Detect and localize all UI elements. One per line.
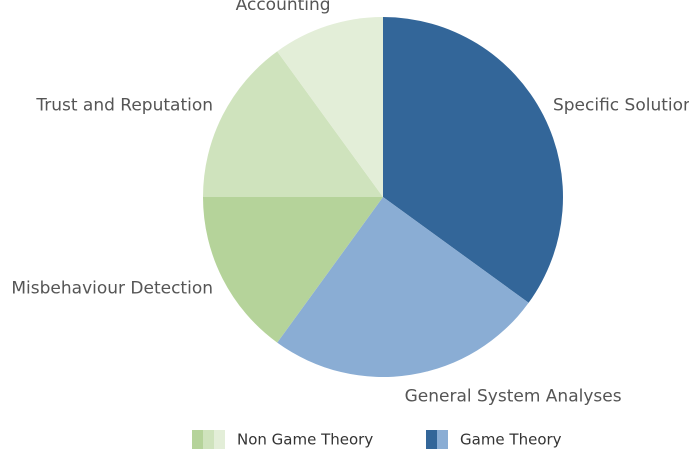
slice-label: Specific Solutions [553, 95, 689, 115]
slice-label: Trust and Reputation [35, 95, 213, 115]
legend-swatch [437, 430, 448, 449]
pie-slice [383, 17, 563, 303]
pie-slice [277, 197, 529, 377]
legend-swatch [214, 430, 225, 449]
slice-label: Accounting [236, 0, 331, 15]
legend-swatch [203, 430, 214, 449]
legend-label: Game Theory [460, 431, 562, 449]
slice-label: Misbehaviour Detection [11, 279, 213, 299]
pie-slice [277, 16, 383, 197]
legend-label: Non Game Theory [237, 431, 373, 449]
legend-swatch [192, 430, 203, 449]
pie-slice [203, 51, 383, 198]
legend-swatch [426, 430, 437, 449]
slice-label: General System Analyses [405, 387, 622, 407]
pie-slice [203, 197, 383, 343]
